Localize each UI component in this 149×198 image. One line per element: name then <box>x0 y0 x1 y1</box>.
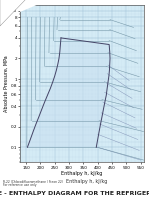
Text: For reference use only: For reference use only <box>3 183 37 187</box>
Text: Enthalpy h, kJ/kg: Enthalpy h, kJ/kg <box>66 179 107 184</box>
Text: PRESSURE - ENTHALPY DIAGRAM FOR THE REFRIGERANT R-22: PRESSURE - ENTHALPY DIAGRAM FOR THE REFR… <box>0 191 149 196</box>
Polygon shape <box>27 38 110 147</box>
Text: R-22 (Chlorodifluoromethane / Freon 22): R-22 (Chlorodifluoromethane / Freon 22) <box>3 180 63 184</box>
Polygon shape <box>20 4 39 12</box>
Y-axis label: Absolute Pressure, MPa: Absolute Pressure, MPa <box>4 55 9 112</box>
X-axis label: Enthalpy h, kJ/kg: Enthalpy h, kJ/kg <box>61 171 103 176</box>
